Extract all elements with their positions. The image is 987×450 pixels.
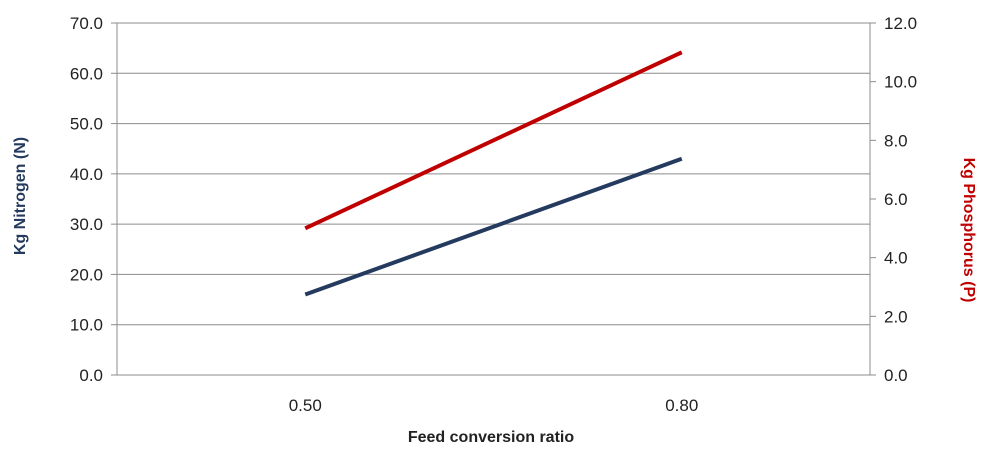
right-tick-label: 12.0 [884, 14, 917, 33]
right-tick-label: 4.0 [884, 249, 908, 268]
right-tick-label: 0.0 [884, 366, 908, 385]
left-tick-label: 0.0 [79, 366, 103, 385]
x-tick-label: 0.80 [665, 396, 698, 415]
left-tick-label: 10.0 [70, 316, 103, 335]
right-y-axis-title: Kg Phosphorus (P) [960, 158, 977, 303]
axes [116, 23, 871, 376]
x-axis-title: Feed conversion ratio [408, 429, 574, 446]
right-tick-label: 6.0 [884, 190, 908, 209]
left-y-axis-ticks: 0.0 10.0 20.0 30.0 40.0 50.0 60.0 70.0 [70, 14, 117, 385]
left-tick-label: 50.0 [70, 115, 103, 134]
x-tick-label: 0.50 [289, 396, 322, 415]
phosphorus-series-line [304, 50, 683, 231]
gridlines [117, 22, 870, 376]
left-y-axis-title: Kg Nitrogen (N) [12, 137, 29, 255]
left-tick-label: 70.0 [70, 14, 103, 33]
nitrogen-series-line [304, 156, 683, 297]
left-tick-label: 20.0 [70, 265, 103, 284]
right-tick-label: 2.0 [884, 307, 908, 326]
right-tick-label: 10.0 [884, 73, 917, 92]
left-tick-label: 40.0 [70, 165, 103, 184]
left-tick-label: 60.0 [70, 64, 103, 83]
left-tick-label: 30.0 [70, 215, 103, 234]
right-tick-label: 8.0 [884, 131, 908, 150]
right-y-axis-ticks: 0.0 2.0 4.0 6.0 8.0 10.0 12.0 [870, 14, 917, 385]
x-axis-ticks: 0.50 0.80 [289, 396, 699, 415]
series-lines [304, 50, 683, 297]
